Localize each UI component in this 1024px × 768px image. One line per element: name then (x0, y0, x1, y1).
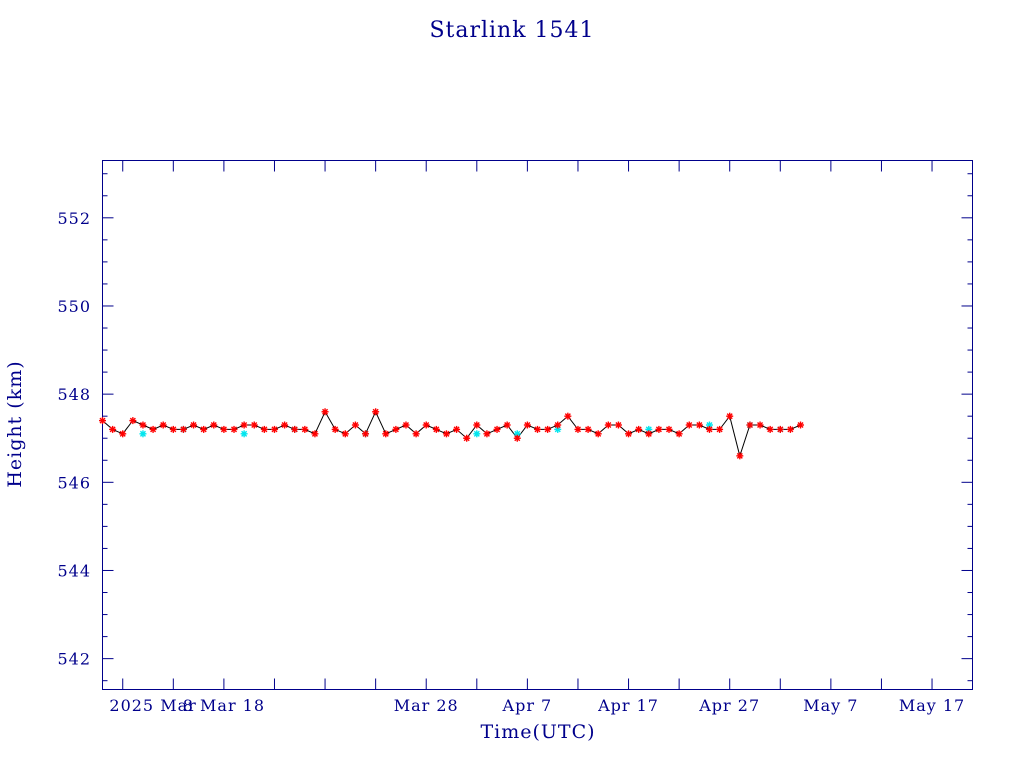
data-point (746, 421, 754, 429)
data-point (594, 430, 602, 438)
chart-title: Starlink 1541 (429, 18, 594, 43)
data-point (756, 421, 764, 429)
data-point (584, 425, 592, 433)
data-point (200, 425, 208, 433)
data-point (736, 452, 744, 460)
data-point (453, 425, 461, 433)
data-point (159, 421, 167, 429)
x-tick-label: Apr 7 (502, 696, 553, 715)
data-point (625, 430, 633, 438)
data-point (797, 421, 805, 429)
data-point (139, 421, 147, 429)
data-point (635, 425, 643, 433)
y-tick-label: 542 (57, 650, 91, 669)
data-point (493, 425, 501, 433)
data-point (129, 417, 137, 425)
data-point (473, 421, 481, 429)
series-line (102, 410, 801, 458)
x-tick-label: May 17 (899, 696, 965, 715)
data-point (463, 434, 471, 442)
data-point (362, 430, 370, 438)
data-point (109, 425, 117, 433)
y-tick-label: 548 (57, 385, 91, 404)
data-point (210, 421, 218, 429)
data-point (665, 425, 673, 433)
data-point (412, 430, 420, 438)
secondary-point (705, 421, 713, 429)
x-axis-label: Time(UTC) (480, 721, 595, 743)
data-point (422, 421, 430, 429)
data-point (685, 421, 693, 429)
data-point (341, 430, 349, 438)
data-point (432, 425, 440, 433)
data-point (786, 425, 794, 433)
data-point (291, 425, 299, 433)
y-tick-label: 544 (57, 561, 91, 580)
x-tick-label: May 7 (803, 696, 858, 715)
data-point (523, 421, 531, 429)
secondary-point (139, 430, 147, 438)
y-axis-label: Height (km) (4, 360, 26, 487)
data-point (382, 430, 390, 438)
data-point (554, 421, 562, 429)
x-tick-label: Apr 17 (597, 696, 659, 715)
plot-frame (102, 160, 973, 690)
data-point (281, 421, 289, 429)
data-point (250, 421, 258, 429)
data-point (544, 425, 552, 433)
data-point (695, 421, 703, 429)
data-point (149, 425, 157, 433)
data-point (260, 425, 268, 433)
data-point (270, 425, 278, 433)
x-tick-label: 8 Mar 18 (183, 696, 265, 715)
secondary-point (645, 425, 653, 433)
data-point (574, 425, 582, 433)
data-point (655, 425, 663, 433)
data-point (392, 425, 400, 433)
data-point (220, 425, 228, 433)
secondary-point (473, 430, 481, 438)
data-point (645, 430, 653, 438)
data-point (614, 421, 622, 429)
axis-ticks (102, 160, 973, 690)
data-point (179, 425, 187, 433)
data-point (716, 425, 724, 433)
data-point (513, 434, 521, 442)
y-tick-label: 552 (57, 209, 91, 228)
data-point (604, 421, 612, 429)
data-point (534, 425, 541, 433)
data-point (726, 412, 734, 420)
data-point (705, 425, 713, 433)
y-tick-label: 550 (57, 297, 91, 316)
x-tick-label: Apr 27 (698, 696, 760, 715)
series-layer (99, 408, 805, 460)
data-point (503, 421, 511, 429)
data-point (331, 425, 339, 433)
x-tick-label: 2025 Mar (109, 696, 196, 715)
data-point (311, 430, 319, 438)
data-point (119, 430, 127, 438)
data-point (190, 421, 198, 429)
data-point (442, 430, 450, 438)
x-tick-label: Mar 28 (394, 696, 459, 715)
y-tick-label: 546 (57, 473, 91, 492)
data-point (351, 421, 359, 429)
data-point (321, 408, 329, 416)
data-point (372, 408, 380, 416)
data-point (766, 425, 774, 433)
data-point (169, 425, 177, 433)
data-point (564, 412, 572, 420)
data-point (776, 425, 784, 433)
data-point (402, 421, 410, 429)
data-point (240, 421, 248, 429)
data-point (230, 425, 238, 433)
data-point (99, 417, 106, 425)
secondary-point (240, 430, 248, 438)
data-point (483, 430, 491, 438)
data-point (675, 430, 683, 438)
data-point (301, 425, 309, 433)
